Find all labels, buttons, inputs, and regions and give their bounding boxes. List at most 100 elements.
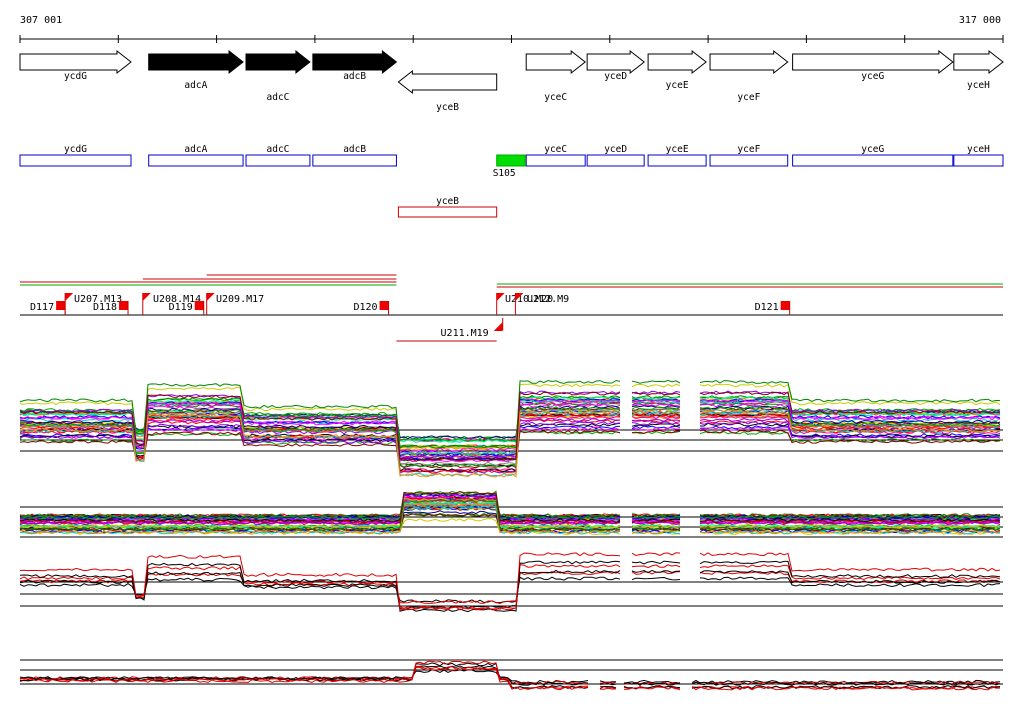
gene-track: ycdG adcA adcC adcB yceB yceC yceD yceE yceF yceG… [19, 49, 1004, 113]
expression-tracks [19, 379, 1003, 691]
expression-profile-line [19, 406, 1001, 468]
feature-box-adcA[interactable] [148, 154, 244, 167]
expression-profile-line [19, 379, 1001, 449]
gene-arrow-yceD[interactable] [586, 49, 645, 75]
feature-box-ycdG[interactable] [19, 154, 132, 167]
gene-label: yceH [967, 80, 990, 91]
feature-box-yceG[interactable] [792, 154, 954, 167]
gene-arrow-adcA[interactable] [148, 49, 244, 75]
terminator-label: D121 [755, 302, 779, 313]
expression-profile-line [19, 491, 1001, 524]
feature-box-yceE[interactable] [647, 154, 707, 167]
feature-label: S105 [493, 168, 516, 179]
tss-label: U208.M14 [153, 294, 201, 305]
expression-profile-line [19, 421, 1001, 474]
expression-profile-line [19, 660, 1000, 691]
all-conditions-track [19, 379, 1003, 478]
tss-flag-icon[interactable] [206, 293, 215, 301]
expression-profile-line [19, 667, 1001, 685]
feature-box-adcC[interactable] [245, 154, 311, 167]
terminator-marker[interactable] [119, 301, 129, 310]
gene-label: yceC [544, 92, 567, 103]
feature-label: adcB [343, 144, 366, 155]
gene-arrow-yceE[interactable] [647, 49, 707, 75]
feature-label: yceF [737, 144, 760, 155]
tss-flag-icon[interactable] [65, 293, 74, 301]
feature-box-yceC[interactable] [525, 154, 586, 167]
gene-label: adcC [267, 92, 290, 103]
feature-label: yceH [967, 144, 990, 155]
expression-profile-line [19, 492, 1001, 518]
feature-box-yceD[interactable] [586, 154, 645, 167]
gene-arrow-yceF[interactable] [709, 49, 789, 75]
reverse-tss-flag-icon[interactable] [493, 322, 503, 331]
expression-profile-line [19, 665, 1001, 686]
expression-profile-line [19, 665, 1001, 690]
expression-profile-line [19, 499, 1001, 532]
normalized-track [19, 490, 1003, 538]
ruler: 307 001 317 000 [19, 15, 1004, 43]
gene-label: yceD [604, 71, 627, 82]
tss-label: U207.M13 [74, 294, 122, 305]
expression-profile-line [19, 391, 1001, 462]
feature-label: adcA [184, 144, 207, 155]
gene-arrow-ycdG[interactable] [19, 49, 132, 75]
gene-arrow-yceC[interactable] [525, 49, 586, 75]
expression-profile-line [19, 564, 1001, 610]
expression-profile-line [19, 490, 1001, 520]
feature-box-yceH[interactable] [953, 154, 1004, 167]
ruler-start-label: 307 001 [20, 15, 62, 26]
tss-label: U210.M20 [505, 294, 553, 305]
gene-label: yceE [666, 80, 689, 91]
gene-label: adcB [343, 71, 366, 82]
feature-box-yceB[interactable] [397, 206, 498, 218]
feature-label: yceG [861, 144, 884, 155]
terminator-marker[interactable] [56, 301, 66, 310]
tss-flag-icon[interactable] [142, 293, 151, 301]
terminator-label: D120 [353, 302, 377, 313]
gene-label: yceB [436, 102, 459, 113]
gene-label: yceG [861, 71, 884, 82]
gene-arrow-adcC[interactable] [245, 49, 311, 75]
feature-label: yceB [436, 196, 459, 207]
selected-normalized-track [19, 659, 1003, 691]
feature-label: yceC [544, 144, 567, 155]
gene-arrow-yceG[interactable] [792, 49, 954, 75]
ruler-end-label: 317 000 [959, 15, 1001, 26]
terminator-label: D119 [169, 302, 193, 313]
feature-box-adcB[interactable] [312, 154, 397, 167]
expression-profile-line [19, 497, 1001, 529]
gene-arrow-adcB[interactable] [312, 49, 398, 75]
feature-label: yceD [604, 144, 627, 155]
tss-flag-icon[interactable] [515, 293, 524, 301]
terminator-marker[interactable] [780, 301, 790, 310]
tss-flag-icon[interactable] [496, 293, 505, 301]
feature-box-S105[interactable] [496, 154, 526, 167]
tss-label: U212.M9 [527, 294, 569, 305]
selected-track [19, 552, 1003, 613]
feature-label: adcC [267, 144, 290, 155]
terminator-label: D117 [30, 302, 54, 313]
feature-box-yceF[interactable] [709, 154, 789, 167]
gene-label: ycdG [64, 71, 87, 82]
expression-profile-line [19, 569, 1001, 609]
gene-label: yceF [737, 92, 760, 103]
expression-profile-line [19, 410, 1001, 478]
ruler-ticks [19, 35, 1004, 43]
terminator-marker[interactable] [379, 301, 389, 310]
feature-label: ycdG [64, 144, 87, 155]
terminator-label: D118 [93, 302, 117, 313]
feature-label: yceE [666, 144, 689, 155]
gene-arrow-yceB[interactable] [397, 69, 498, 95]
gene-label: adcA [184, 80, 207, 91]
gene-arrow-yceH[interactable] [953, 49, 1004, 75]
terminator-marker[interactable] [194, 301, 204, 310]
tss-label: U209.M17 [216, 294, 264, 305]
expression-profile-line [19, 560, 1001, 613]
reverse-transcript-label: U211.M19 [441, 328, 489, 339]
expression-profile-line [19, 503, 1001, 535]
expression-profile-line [19, 552, 1001, 611]
expression-profile-line [19, 576, 1001, 604]
